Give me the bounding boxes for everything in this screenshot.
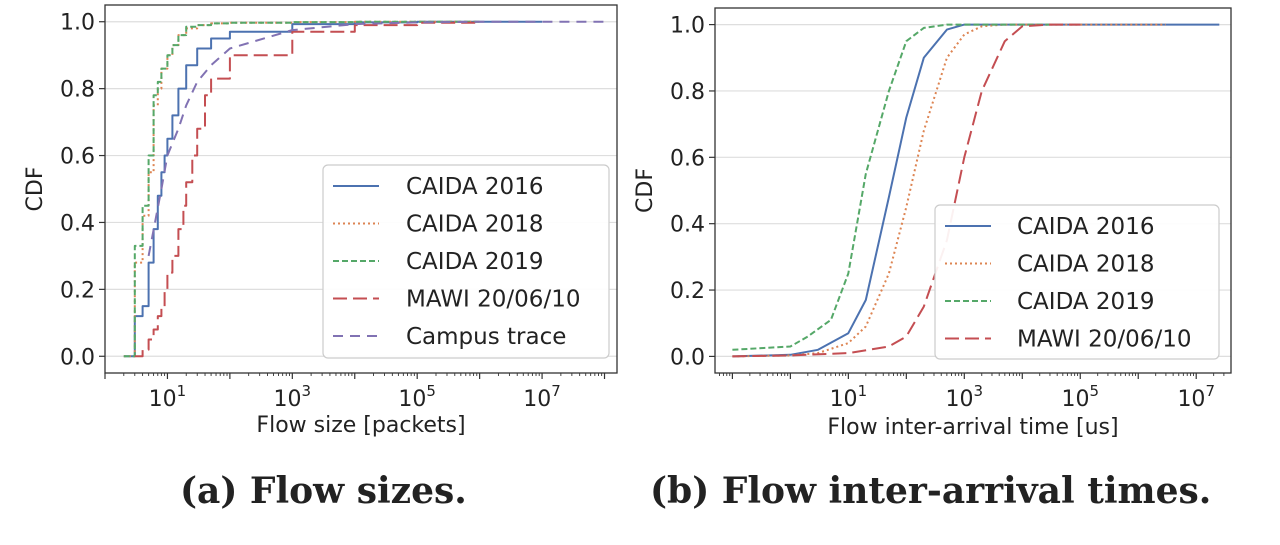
series-line-mawi-20-06-10 <box>134 21 481 358</box>
series-line-caida-2016 <box>732 23 1220 358</box>
y-tick-label: 0.8 <box>60 78 95 103</box>
x-tick-label: 103 <box>946 382 984 412</box>
legend-label: CAIDA 2016 <box>406 174 543 200</box>
series-group <box>123 20 605 358</box>
plot-frame <box>104 4 618 374</box>
x-tick-label: 101 <box>830 382 868 412</box>
x-tick-exponent: 7 <box>551 382 561 400</box>
legend-frame <box>322 164 610 359</box>
legend-label: CAIDA 2018 <box>406 212 543 238</box>
x-tick-mantissa: 10 <box>523 387 551 412</box>
x-tick-label: 107 <box>1177 382 1215 412</box>
caption-flow-inter-arrival: (b) Flow inter-arrival times. <box>650 470 1212 512</box>
y-axis-label: CDF <box>633 168 658 213</box>
y-axis-label: CDF <box>23 167 48 212</box>
x-axis-label: Flow size [packets] <box>256 413 465 438</box>
y-tick-label: 1.0 <box>670 14 705 39</box>
y-tick-label: 0.2 <box>60 278 95 303</box>
legend: CAIDA 2016 CAIDA 2018 CAIDA 2019 MAWI 20/06… <box>322 164 610 359</box>
y-tick-label: 0.0 <box>60 345 95 370</box>
y-tick-label: 0.4 <box>670 213 705 238</box>
x-axis-label: Flow inter-arrival time [us] <box>827 415 1118 440</box>
plot-frame <box>714 7 1232 374</box>
x-tick-label: 105 <box>398 382 436 412</box>
x-tick-label: 105 <box>1061 382 1099 412</box>
x-tick-label: 101 <box>149 382 187 412</box>
x-tick-label: 103 <box>274 382 312 412</box>
legend-label: Campus trace <box>406 324 566 350</box>
y-tick-label: 1.0 <box>60 11 95 36</box>
x-tick-exponent: 1 <box>177 382 187 400</box>
legend-label: MAWI 20/06/10 <box>1017 327 1191 353</box>
legend: CAIDA 2016 CAIDA 2018 CAIDA 2019 MAWI 20/06… <box>934 204 1220 360</box>
series-line-caida-2016 <box>123 20 543 358</box>
x-tick-mantissa: 10 <box>149 387 177 412</box>
x-tick-exponent: 3 <box>302 382 312 400</box>
y-tick-label: 0.2 <box>670 279 705 304</box>
x-tick-exponent: 1 <box>858 382 868 400</box>
x-tick-exponent: 7 <box>1205 382 1215 400</box>
legend-frame <box>934 204 1220 360</box>
x-tick-mantissa: 10 <box>274 387 302 412</box>
x-tick-mantissa: 10 <box>1061 387 1089 412</box>
legend-label: CAIDA 2019 <box>406 249 543 275</box>
x-tick-exponent: 5 <box>1089 382 1099 400</box>
x-tick-mantissa: 10 <box>830 387 858 412</box>
x-tick-exponent: 3 <box>974 382 984 400</box>
x-tick-mantissa: 10 <box>1177 387 1205 412</box>
series-line-campus-trace <box>147 20 605 257</box>
x-tick-mantissa: 10 <box>398 387 426 412</box>
y-tick-label: 0.4 <box>60 211 95 236</box>
legend-label: CAIDA 2016 <box>1017 214 1154 240</box>
y-tick-label: 0.0 <box>670 345 705 370</box>
y-tick-label: 0.6 <box>670 146 705 171</box>
y-tick-label: 0.6 <box>60 145 95 170</box>
x-tick-mantissa: 10 <box>946 387 974 412</box>
legend-label: CAIDA 2019 <box>1017 289 1154 315</box>
legend-label: CAIDA 2018 <box>1017 252 1154 278</box>
caption-flow-sizes: (a) Flow sizes. <box>180 470 467 512</box>
series-line-caida-2019 <box>732 23 1050 351</box>
x-tick-label: 107 <box>523 382 561 412</box>
x-tick-exponent: 5 <box>426 382 436 400</box>
y-tick-label: 0.8 <box>670 80 705 105</box>
legend-label: MAWI 20/06/10 <box>406 287 580 313</box>
series-line-caida-2019 <box>123 20 480 358</box>
